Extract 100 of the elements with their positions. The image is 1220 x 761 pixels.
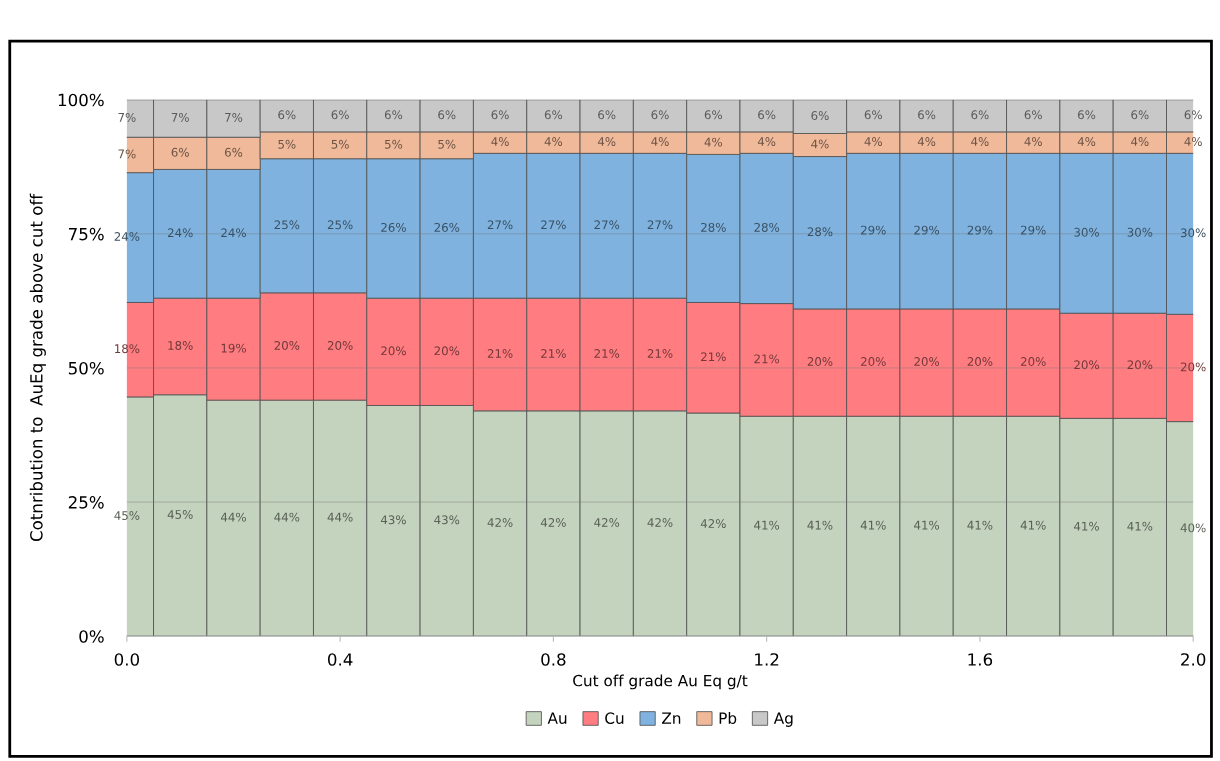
- data-label: 27%: [487, 220, 513, 230]
- data-label: 41%: [754, 520, 780, 530]
- data-label: 29%: [861, 225, 886, 235]
- data-label: 20%: [274, 340, 300, 350]
- data-label: 21%: [594, 349, 620, 358]
- data-label: 29%: [967, 225, 993, 235]
- data-label: 26%: [434, 222, 460, 232]
- data-label: 27%: [541, 220, 566, 230]
- data-label: 27%: [647, 220, 673, 230]
- data-label: 21%: [541, 349, 566, 358]
- data-label: 6%: [971, 110, 989, 120]
- legend-label: Zn: [662, 712, 681, 724]
- data-label: 4%: [491, 137, 509, 147]
- y-tick-label: 100%: [58, 93, 104, 107]
- data-label: 19%: [221, 343, 246, 353]
- data-label: 20%: [807, 357, 833, 366]
- data-label: 20%: [1020, 357, 1046, 366]
- data-label: 41%: [1127, 521, 1153, 531]
- data-label: 4%: [704, 137, 723, 147]
- data-label: 6%: [598, 110, 616, 120]
- data-label: 4%: [864, 137, 882, 147]
- data-label: 41%: [967, 520, 993, 530]
- data-label: 24%: [221, 228, 246, 238]
- data-label: 5%: [385, 139, 403, 149]
- data-label: 4%: [917, 137, 936, 147]
- data-label: 6%: [384, 110, 403, 120]
- data-label: 21%: [647, 349, 673, 358]
- data-label: 4%: [757, 137, 776, 147]
- data-label: 44%: [220, 512, 246, 522]
- data-label: 6%: [918, 110, 936, 120]
- data-label: 7%: [118, 112, 136, 122]
- data-label: 29%: [914, 225, 940, 235]
- y-tick-label: 0%: [79, 630, 104, 643]
- legend-label: Ag: [773, 712, 793, 727]
- data-label: 7%: [171, 112, 189, 122]
- data-label: 20%: [1127, 360, 1153, 370]
- data-label: 30%: [1074, 227, 1099, 237]
- data-label: 6%: [278, 110, 296, 120]
- data-label: 44%: [274, 512, 300, 522]
- data-label: 24%: [167, 228, 193, 238]
- data-label: 21%: [701, 352, 726, 362]
- data-label: 42%: [594, 518, 620, 527]
- data-label: 28%: [807, 227, 833, 237]
- y-tick-label: 25%: [68, 496, 104, 509]
- legend-label: Pb: [719, 712, 737, 724]
- data-label: 5%: [278, 139, 296, 149]
- data-label: 6%: [864, 110, 882, 120]
- data-label: 4%: [651, 137, 669, 147]
- data-label: 6%: [544, 110, 563, 120]
- data-label: 6%: [1184, 110, 1202, 120]
- data-label: 6%: [758, 110, 776, 120]
- data-label: 4%: [597, 137, 616, 147]
- data-label: 45%: [167, 509, 193, 519]
- data-label: 41%: [1073, 521, 1099, 531]
- data-label: 6%: [704, 110, 723, 120]
- x-tick-label: 0.0: [114, 653, 140, 666]
- x-tick-label: 0.4: [327, 653, 353, 666]
- data-label: 28%: [701, 222, 726, 232]
- data-label: 40%: [1180, 523, 1206, 533]
- data-label: 5%: [331, 139, 349, 149]
- data-label: 6%: [1024, 110, 1042, 120]
- x-tick-label: 1.2: [755, 653, 779, 666]
- data-label: 25%: [327, 220, 353, 230]
- x-axis-title: Cut off grade Au Eq g/t: [573, 674, 748, 690]
- data-label: 25%: [274, 220, 300, 230]
- data-label: 26%: [381, 222, 406, 232]
- data-label: 24%: [114, 232, 140, 241]
- data-label: 21%: [754, 354, 780, 364]
- y-axis-title: Cotnribution to AuEq grade above cut off: [29, 193, 46, 542]
- data-label: 29%: [1020, 225, 1046, 235]
- data-label: 41%: [914, 520, 940, 530]
- data-label: 20%: [1074, 360, 1099, 370]
- data-label: 6%: [331, 110, 349, 120]
- data-label: 43%: [434, 515, 460, 525]
- data-label: 6%: [651, 110, 669, 120]
- legend-label: Cu: [605, 712, 624, 724]
- data-label: 4%: [1131, 137, 1149, 147]
- data-label: 4%: [1077, 137, 1096, 147]
- data-label: 7%: [118, 149, 136, 159]
- data-label: 5%: [438, 139, 456, 149]
- data-label: 7%: [225, 112, 243, 122]
- y-tick-label: 50%: [68, 361, 104, 375]
- data-label: 4%: [544, 137, 563, 147]
- data-label: 30%: [1127, 227, 1153, 237]
- data-label: 42%: [647, 518, 673, 527]
- data-label: 44%: [327, 512, 353, 522]
- data-label: 6%: [438, 110, 456, 120]
- data-label: 6%: [224, 147, 243, 157]
- data-label: 6%: [491, 110, 509, 120]
- data-label: 18%: [168, 340, 193, 350]
- data-label: 20%: [967, 357, 993, 366]
- data-label: 20%: [861, 357, 886, 366]
- data-label: 6%: [811, 111, 829, 121]
- data-label: 42%: [540, 518, 566, 527]
- x-tick-label: 0.8: [541, 653, 566, 666]
- data-label: 41%: [807, 520, 833, 530]
- y-tick-label: 75%: [68, 227, 104, 241]
- data-label: 4%: [1024, 137, 1042, 147]
- data-label: 6%: [171, 147, 189, 157]
- data-label: 27%: [594, 220, 620, 230]
